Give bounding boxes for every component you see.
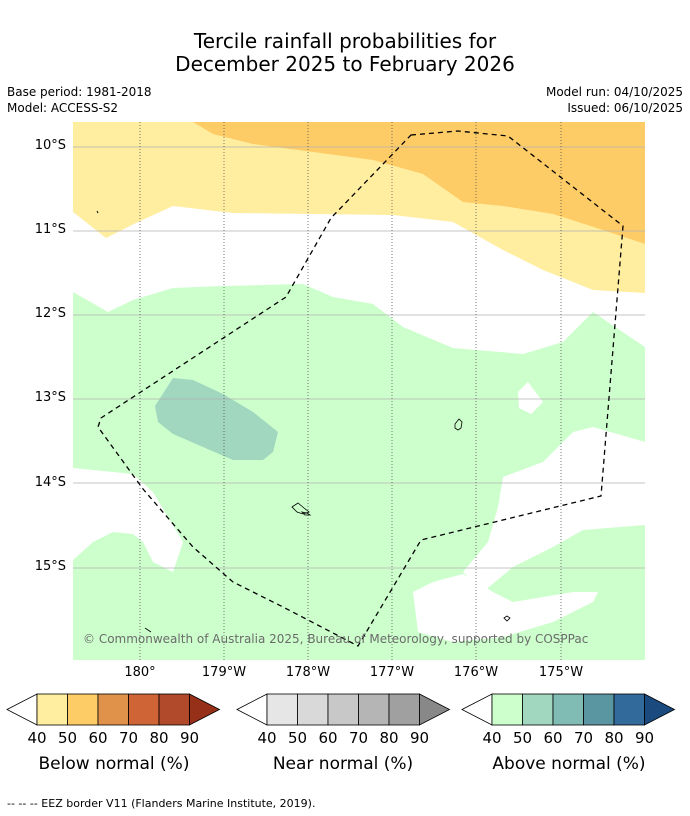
colorbar-extend-low [236,693,268,726]
island-futuna [300,511,312,516]
above-normal-50-region [155,378,278,460]
colorbar-tick-label: 50 [287,729,308,747]
lat-label-11s: 11°S [34,222,66,237]
colorbar-segment [358,693,390,726]
map-title: Tercile rainfall probabilities for Decem… [0,30,690,76]
lat-label-12s: 12°S [34,306,66,321]
colorbar-tick-label: 60 [88,729,108,747]
colorbar-tick-label: 40 [27,729,47,747]
colorbar-tick-label: 80 [149,729,169,747]
colorbar-tick-label: 50 [57,729,78,747]
colorbar-tick-label: 70 [118,729,139,747]
lon-label-180: 180° [124,665,156,680]
colorbar-tick-label: 80 [604,729,624,747]
lon-label-175w: 175°W [538,665,584,680]
near-normal-patch-b [413,574,598,642]
lat-label-10s: 10°S [34,138,66,153]
meta-left: Base period: 1981-2018 Model: ACCESS-S2 [7,84,152,116]
colorbar-segment [297,693,329,726]
colorbar-tick-label: 70 [348,729,369,747]
colorbar-tick-label: 80 [379,729,399,747]
colorbar-extend-high [644,693,676,726]
title-line-2: December 2025 to February 2026 [175,52,515,76]
island-small-south [503,615,511,622]
copyright-notice: © Commonwealth of Australia 2025, Bureau… [83,632,589,646]
colorbars-svg [6,693,676,726]
model-run: Model run: 04/10/2025 [545,85,683,99]
above-normal-40-region [73,284,645,660]
latitude-gridlines [73,146,645,569]
map-panel [73,122,645,660]
colorbar-segment [128,693,160,726]
colorbar-tick-label: 60 [543,729,563,747]
colorbar-segment [36,693,68,726]
lon-label-178w: 178°W [285,665,331,680]
colorbar-segment [97,693,129,726]
colorbar-tick-label: 90 [634,729,655,747]
colorbar-near-normal [236,693,451,726]
colorbar-segment [67,693,99,726]
island-niuafoou [454,418,463,431]
colorbar-segment [552,693,584,726]
meta-right: Model run: 04/10/2025 Issued: 06/10/2025 [546,84,683,116]
island-small-southwest [144,627,152,633]
map-svg [73,122,645,660]
colorbar-tick-label: 40 [257,729,277,747]
colorbar-extend-high [189,693,221,726]
island-small-north [96,210,99,214]
lon-label-179w: 179°W [201,665,247,680]
island-wallis [291,502,310,515]
colorbar-extend-low [461,693,493,726]
eez-footnote: -- -- -- EEZ border V11 (Flanders Marine… [7,797,316,810]
colorbar-tick-label: 70 [573,729,594,747]
colorbar-segment [327,693,359,726]
colorbar-segment [491,693,523,726]
lat-label-13s: 13°S [34,390,66,405]
caption-near-normal: Near normal (%) [272,754,414,774]
base-period: Base period: 1981-2018 [7,85,152,99]
below-normal-50-region [193,122,645,244]
colorbar-tick-label: 50 [512,729,533,747]
colorbar-extend-high [419,693,451,726]
colorbar-below-normal [6,693,221,726]
eez-border [97,130,624,647]
issued-date: Issued: 06/10/2025 [567,101,683,115]
colorbar-tick-label: 40 [482,729,502,747]
lat-label-14s: 14°S [34,475,66,490]
colorbar-extend-low [6,693,38,726]
colorbar-segment [266,693,298,726]
colorbar-above-normal [461,693,676,726]
caption-above-normal: Above normal (%) [492,754,646,774]
colorbar-tick-label: 90 [409,729,430,747]
lat-label-15s: 15°S [34,559,66,574]
colorbar-segment [158,693,190,726]
title-line-1: Tercile rainfall probabilities for [193,29,497,53]
lon-label-177w: 177°W [369,665,415,680]
colorbar-tick-label: 60 [318,729,338,747]
colorbar-segment [388,693,420,726]
colorbar-segment [583,693,615,726]
colorbar-tick-label: 90 [179,729,200,747]
model-name: Model: ACCESS-S2 [7,101,119,115]
caption-below-normal: Below normal (%) [38,754,190,774]
colorbar-segment [613,693,645,726]
near-normal-patch-a [518,382,543,414]
colorbar-segment [522,693,554,726]
lon-label-176w: 176°W [453,665,499,680]
